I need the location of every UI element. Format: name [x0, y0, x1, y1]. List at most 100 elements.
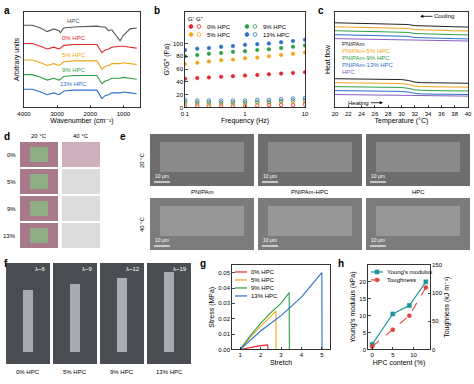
- svg-text:5: 5: [320, 352, 324, 358]
- svg-text:2000: 2000: [84, 111, 98, 117]
- svg-text:50: 50: [432, 318, 439, 324]
- svg-text:4: 4: [300, 352, 304, 358]
- svg-text:PNIPAm: PNIPAm: [191, 189, 214, 195]
- svg-text:5: 5: [363, 330, 367, 336]
- svg-text:100: 100: [432, 290, 443, 296]
- svg-text:b: b: [154, 5, 160, 16]
- svg-text:λ~19: λ~19: [173, 266, 187, 272]
- svg-text:150: 150: [432, 262, 443, 268]
- svg-text:13% HPC: 13% HPC: [251, 293, 278, 299]
- svg-text:5% HPC: 5% HPC: [207, 32, 231, 38]
- svg-text:3000: 3000: [50, 111, 64, 117]
- svg-text:4000: 4000: [17, 111, 31, 117]
- svg-text:20: 20: [332, 111, 339, 117]
- svg-text:1000: 1000: [117, 111, 131, 117]
- svg-text:38: 38: [451, 111, 458, 117]
- svg-text:10 μm: 10 μm: [371, 237, 385, 243]
- svg-text:Temperature (°C): Temperature (°C): [375, 117, 429, 125]
- svg-text:5% HPC: 5% HPC: [62, 52, 86, 58]
- svg-text:10 μm: 10 μm: [263, 237, 277, 243]
- svg-text:20 °C: 20 °C: [31, 133, 47, 139]
- svg-text:20 °C: 20 °C: [139, 152, 145, 168]
- svg-text:f: f: [4, 258, 8, 269]
- svg-text:5: 5: [391, 352, 395, 358]
- svg-text:HPC content (%): HPC content (%): [373, 359, 426, 367]
- svg-text:G': G': [188, 16, 194, 22]
- svg-text:a: a: [4, 5, 10, 16]
- svg-text:G'': G'': [196, 16, 203, 22]
- svg-text:13% HPC: 13% HPC: [263, 32, 290, 38]
- svg-text:22: 22: [345, 111, 352, 117]
- svg-text:34: 34: [425, 111, 432, 117]
- svg-text:PNIPAm-5% HPC: PNIPAm-5% HPC: [342, 48, 390, 54]
- svg-text:5% HPC: 5% HPC: [63, 369, 87, 375]
- svg-text:10: 10: [359, 313, 366, 319]
- svg-text:0: 0: [363, 347, 367, 353]
- svg-text:Young's modulus: Young's modulus: [387, 269, 432, 275]
- svg-text:0.1: 0.1: [181, 111, 190, 117]
- svg-text:80: 80: [176, 53, 183, 59]
- svg-text:Stretch: Stretch: [270, 359, 292, 366]
- svg-text:10 μm: 10 μm: [155, 173, 169, 179]
- svg-text:9% HPC: 9% HPC: [263, 24, 287, 30]
- svg-text:9%: 9%: [7, 206, 16, 212]
- svg-text:G'/G'' (Pa): G'/G'' (Pa): [163, 44, 171, 76]
- svg-text:Toughness (kJ m⁻³): Toughness (kJ m⁻³): [443, 277, 451, 338]
- svg-text:13% HPC: 13% HPC: [156, 369, 183, 375]
- svg-text:Cooling: Cooling: [434, 13, 454, 19]
- svg-text:60: 60: [176, 66, 183, 72]
- svg-text:Heat flow: Heat flow: [324, 44, 331, 74]
- svg-text:λ~12: λ~12: [126, 266, 140, 272]
- svg-text:0.01: 0.01: [218, 331, 230, 337]
- svg-text:1: 1: [238, 352, 242, 358]
- svg-text:2: 2: [259, 352, 263, 358]
- svg-text:20: 20: [359, 279, 366, 285]
- svg-text:10 μm: 10 μm: [263, 173, 277, 179]
- svg-text:13%: 13%: [3, 233, 16, 239]
- svg-text:0% HPC: 0% HPC: [251, 269, 275, 275]
- svg-text:PNIPAm: PNIPAm: [342, 41, 365, 47]
- svg-text:λ~9: λ~9: [82, 266, 93, 272]
- svg-text:10 μm: 10 μm: [155, 237, 169, 243]
- svg-text:10: 10: [410, 352, 417, 358]
- svg-text:0: 0: [432, 347, 436, 353]
- svg-text:Young's modulus (kPa): Young's modulus (kPa): [349, 271, 357, 343]
- svg-text:0% HPC: 0% HPC: [62, 35, 86, 41]
- svg-text:0.00: 0.00: [218, 347, 230, 353]
- svg-text:30: 30: [398, 111, 405, 117]
- svg-text:40: 40: [176, 79, 183, 85]
- svg-text:Toughness: Toughness: [387, 277, 416, 283]
- svg-text:40 °C: 40 °C: [139, 216, 145, 232]
- svg-text:13% HPC: 13% HPC: [60, 81, 87, 87]
- svg-text:HPC: HPC: [67, 18, 80, 24]
- svg-text:40 °C: 40 °C: [73, 133, 89, 139]
- svg-text:100: 100: [173, 41, 184, 47]
- svg-text:26: 26: [372, 111, 379, 117]
- svg-text:9% HPC: 9% HPC: [62, 67, 86, 73]
- svg-text:1: 1: [243, 111, 247, 117]
- svg-text:0.03: 0.03: [218, 300, 230, 306]
- svg-text:9% HPC: 9% HPC: [251, 285, 275, 291]
- svg-text:10: 10: [302, 111, 309, 117]
- svg-text:g: g: [200, 258, 206, 269]
- svg-text:15: 15: [359, 296, 366, 302]
- svg-text:0% HPC: 0% HPC: [16, 369, 40, 375]
- svg-text:h: h: [338, 258, 344, 269]
- svg-text:0% HPC: 0% HPC: [207, 24, 231, 30]
- svg-text:Frequency (Hz): Frequency (Hz): [221, 117, 269, 125]
- svg-text:28: 28: [385, 111, 392, 117]
- svg-text:36: 36: [438, 111, 445, 117]
- svg-text:0: 0: [180, 105, 184, 111]
- svg-text:PNIPAm-13% HPC: PNIPAm-13% HPC: [342, 62, 394, 68]
- svg-text:0: 0: [370, 352, 374, 358]
- svg-text:10 μm: 10 μm: [371, 173, 385, 179]
- svg-text:0%: 0%: [7, 152, 16, 158]
- svg-text:Arbitrary units: Arbitrary units: [13, 37, 21, 81]
- svg-text:5% HPC: 5% HPC: [251, 277, 275, 283]
- svg-text:λ~6: λ~6: [35, 266, 46, 272]
- svg-text:d: d: [4, 131, 10, 142]
- svg-text:24: 24: [358, 111, 365, 117]
- svg-text:HPC: HPC: [342, 69, 355, 75]
- svg-text:32: 32: [411, 111, 418, 117]
- svg-text:Wavenumber (cm⁻¹): Wavenumber (cm⁻¹): [50, 117, 113, 125]
